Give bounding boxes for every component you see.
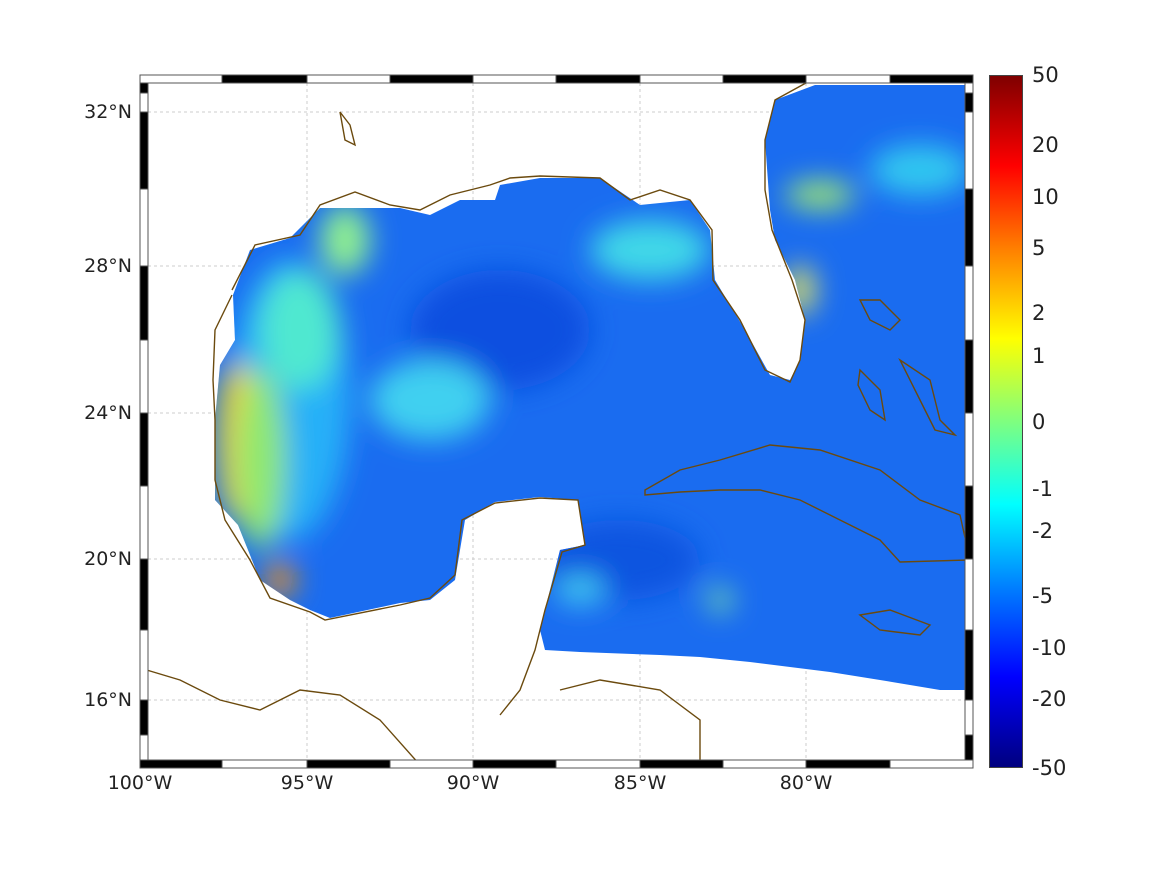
frame-segment [139, 265, 149, 341]
data-field [215, 85, 965, 690]
frame-segment [139, 759, 223, 769]
lon-label: 90°W [446, 772, 500, 794]
colorbar-tick-label: -2 [1032, 519, 1053, 543]
frame-segment [889, 74, 974, 84]
lon-label: 100°W [107, 772, 173, 794]
frame-segment [139, 74, 223, 84]
frame-segment [139, 339, 149, 414]
frame-segment [306, 759, 391, 769]
lat-label: 20°N [84, 548, 132, 570]
frame-segment [555, 759, 641, 769]
frame-segment [139, 485, 149, 560]
colorbar-tick-label: -5 [1032, 584, 1053, 608]
lon-label: 80°W [779, 772, 833, 794]
frame-segment [389, 759, 474, 769]
lon-label: 95°W [280, 772, 334, 794]
coastlines [139, 77, 971, 766]
frame-segment [472, 759, 557, 769]
frame-segment [139, 92, 149, 113]
frame-segment [964, 92, 974, 113]
frame-segment [389, 74, 474, 84]
lat-label: 16°N [84, 689, 132, 711]
frame-segment [139, 629, 149, 701]
frame-segment [639, 74, 724, 84]
lat-label: 28°N [84, 255, 132, 277]
frame-segment [472, 74, 557, 84]
frame-segment [139, 699, 149, 736]
lon-label: 85°W [613, 772, 667, 794]
colorbar-tick-label: 20 [1032, 133, 1059, 157]
frame-segment [221, 74, 308, 84]
colorbar-tick-label: -20 [1032, 687, 1067, 711]
frame-segment [805, 759, 891, 769]
frame-segment [805, 74, 891, 84]
map-frame [139, 74, 974, 769]
frame-segment [139, 412, 149, 487]
frame-segment [221, 759, 308, 769]
frame-segment [964, 265, 974, 341]
frame-segment [722, 759, 807, 769]
lat-label: 32°N [84, 101, 132, 123]
frame-segment [722, 74, 807, 84]
colorbar-tick-label: 0 [1032, 410, 1046, 434]
frame-segment [555, 74, 641, 84]
frame-segment [639, 759, 724, 769]
lat-label: 24°N [84, 402, 132, 424]
frame-segment [964, 339, 974, 414]
frame-segment [139, 111, 149, 190]
colorbar-tick-label: 10 [1032, 185, 1059, 209]
frame-segment [139, 82, 149, 94]
frame-segment [964, 699, 974, 736]
colorbar-tick-label: 5 [1032, 236, 1046, 260]
colorbar-tick-label: -10 [1032, 636, 1067, 660]
colorbar-tick-label: 1 [1032, 344, 1046, 368]
frame-segment [964, 629, 974, 701]
colorbar [989, 75, 1023, 768]
colorbar-tick-label: -1 [1032, 477, 1053, 501]
colorbar-tick-label: 50 [1032, 63, 1059, 87]
frame-segment [139, 188, 149, 267]
frame-segment [964, 188, 974, 267]
frame-segment [964, 111, 974, 190]
frame-segment [139, 558, 149, 631]
frame-segment [139, 734, 149, 761]
frame-segment [964, 485, 974, 560]
frame-segment [964, 82, 974, 94]
frame-segment [964, 734, 974, 761]
colorbar-tick-label: -50 [1032, 756, 1067, 780]
colorbar-tick-label: 2 [1032, 301, 1046, 325]
frame-segment [964, 412, 974, 487]
frame-segment [964, 558, 974, 631]
frame-segment [889, 759, 974, 769]
frame-segment [306, 74, 391, 84]
